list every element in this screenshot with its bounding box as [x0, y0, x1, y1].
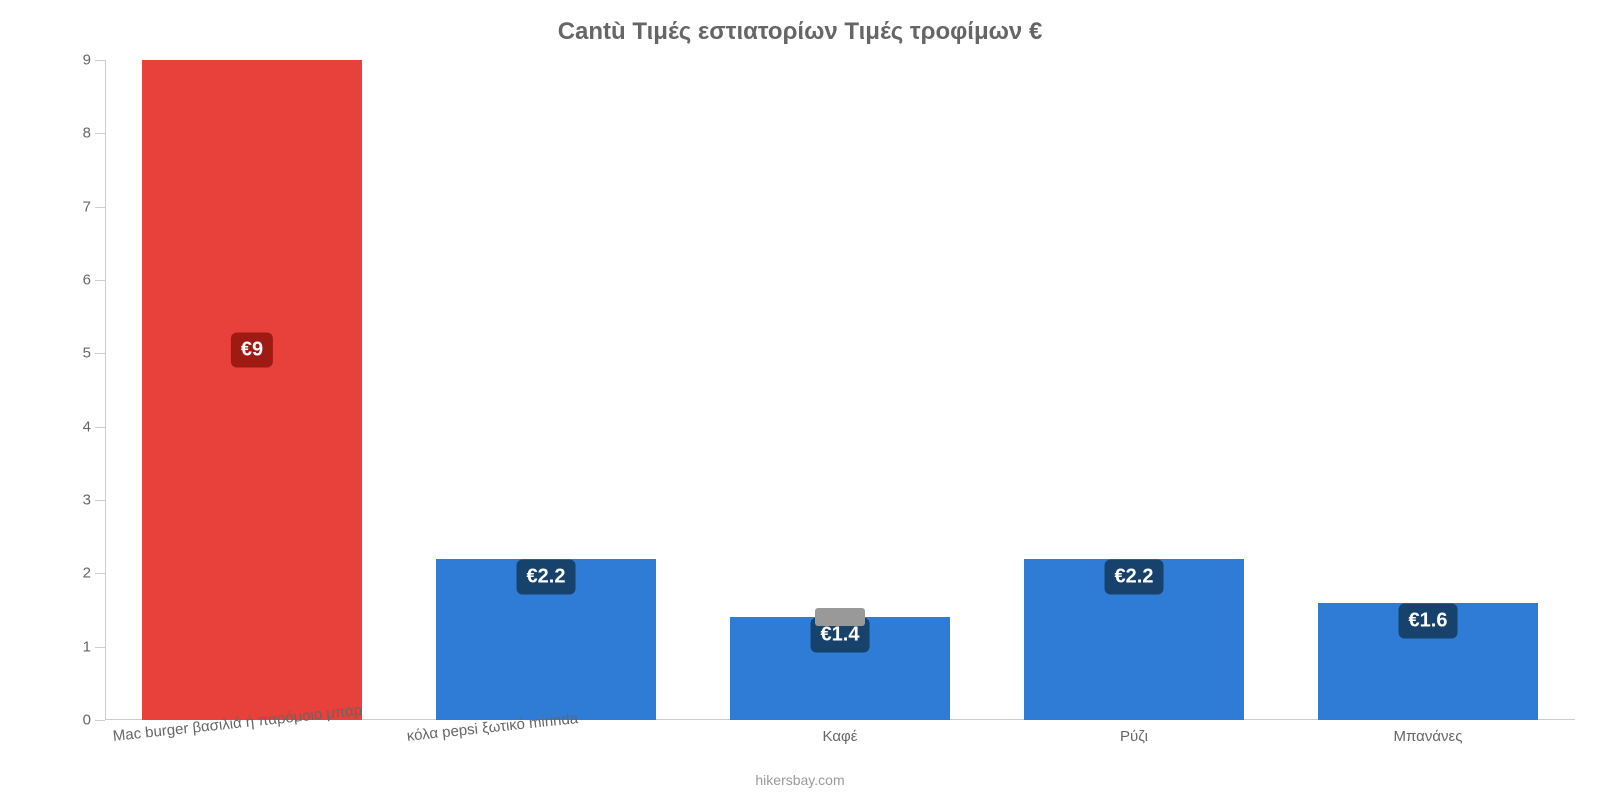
x-tick-label: Μπανάνες	[1394, 728, 1463, 745]
y-tick-label: 8	[83, 125, 91, 142]
x-tick-label: Καφέ	[823, 728, 858, 745]
y-tick-label: 1	[83, 638, 91, 655]
y-tick-label: 6	[83, 272, 91, 289]
y-tick	[95, 353, 105, 354]
y-tick-label: 0	[83, 712, 91, 729]
series-toggle-button[interactable]	[815, 608, 865, 626]
price-bar-chart: Cantù Τιμές εστιατορίων Τιμές τροφίμων €…	[0, 0, 1600, 800]
attribution-text: hikersbay.com	[0, 772, 1600, 788]
bar-value-label: €2.2	[517, 559, 576, 594]
y-tick	[95, 647, 105, 648]
y-tick	[95, 133, 105, 134]
bar	[142, 60, 363, 720]
y-tick	[95, 60, 105, 61]
x-tick-label: Ρύζι	[1120, 728, 1148, 745]
bar-value-label: €2.2	[1105, 559, 1164, 594]
y-tick-label: 7	[83, 198, 91, 215]
bar-value-label: €1.6	[1399, 603, 1458, 638]
y-tick	[95, 573, 105, 574]
y-tick-label: 4	[83, 418, 91, 435]
y-tick-label: 3	[83, 492, 91, 509]
bar-value-label: €9	[231, 333, 273, 368]
y-tick	[95, 720, 105, 721]
y-tick-label: 9	[83, 52, 91, 69]
y-tick	[95, 500, 105, 501]
plot-area: 0123456789€9Mac burger βασιλιά ή παρόμοι…	[105, 60, 1575, 720]
chart-title: Cantù Τιμές εστιατορίων Τιμές τροφίμων €	[0, 18, 1600, 46]
y-tick	[95, 207, 105, 208]
y-tick	[95, 280, 105, 281]
y-tick-label: 2	[83, 565, 91, 582]
y-tick	[95, 427, 105, 428]
y-tick-label: 5	[83, 345, 91, 362]
y-axis-line	[105, 60, 106, 720]
